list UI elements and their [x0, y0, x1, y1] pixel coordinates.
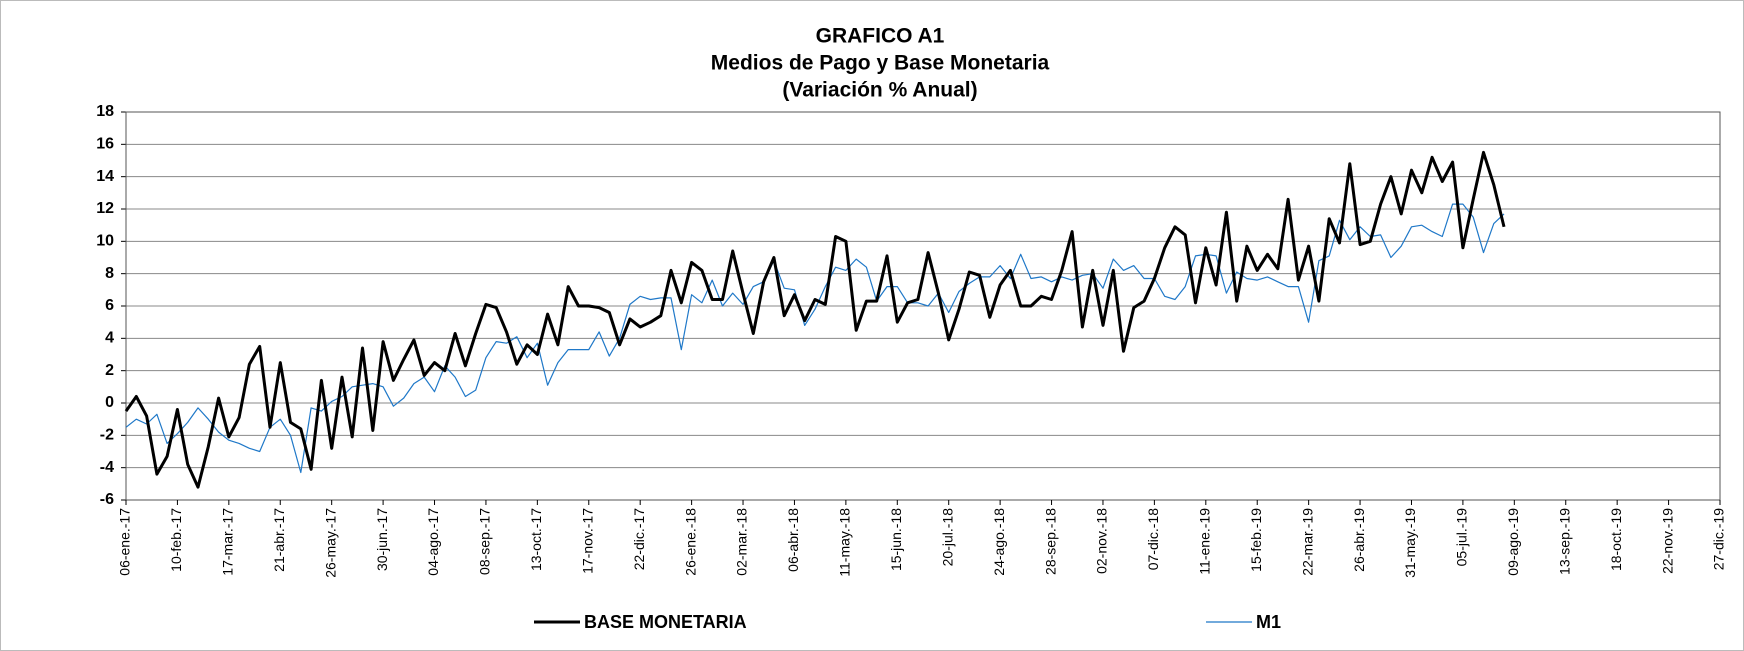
line-series: [124, 150, 1506, 489]
x-tick-label: 07-dic.-18: [1145, 508, 1161, 570]
y-tick-label: 18: [96, 103, 114, 120]
x-tick-label: 18-oct.-19: [1608, 508, 1624, 571]
chart-subtitle: Medios de Pago y Base Monetaria: [711, 52, 1050, 75]
y-tick-label: 0: [105, 394, 114, 411]
x-tick-label: 02-nov.-18: [1094, 508, 1110, 574]
legend-label: M1: [1256, 612, 1281, 632]
x-tick-label: 22-nov.-19: [1659, 508, 1675, 574]
y-tick-label: 6: [105, 297, 114, 314]
x-tick-label: 24-ago.-18: [991, 508, 1007, 576]
x-tick-label: 22-dic.-17: [631, 508, 647, 570]
x-tick-label: 28-sep.-18: [1042, 508, 1058, 575]
x-tick-label: 27-dic.-19: [1711, 508, 1727, 570]
x-tick-label: 06-ene.-17: [117, 508, 133, 576]
x-tick-label: 04-ago.-17: [425, 508, 441, 576]
x-tick-label: 20-jul.-18: [939, 508, 955, 567]
x-tick-label: 09-ago.-19: [1505, 508, 1521, 576]
x-tick-label: 26-ene.-18: [682, 508, 698, 576]
x-tick-label: 22-mar.-19: [1299, 508, 1315, 576]
x-tick-label: 06-abr.-18: [785, 508, 801, 572]
line-series: [125, 203, 1505, 474]
x-tick-label: 21-abr.-17: [271, 508, 287, 572]
x-tick-label: 15-feb.-19: [1248, 508, 1264, 572]
y-tick-label: -4: [100, 459, 114, 476]
x-tick-label: 05-jul.-19: [1454, 508, 1470, 567]
y-tick-label: 4: [105, 330, 114, 347]
y-tick-label: 14: [96, 168, 114, 185]
x-tick-label: 30-jun.-17: [374, 508, 390, 571]
legend-label: BASE MONETARIA: [584, 612, 747, 632]
x-tick-label: 13-sep.-19: [1556, 508, 1572, 575]
x-tick-label: 17-nov.-17: [579, 508, 595, 574]
x-tick-label: 08-sep.-17: [477, 508, 493, 575]
chart-subtitle: (Variación % Anual): [782, 79, 977, 102]
y-tick-label: -6: [100, 491, 114, 508]
y-tick-label: 12: [96, 200, 114, 217]
x-tick-label: 26-abr.-19: [1351, 508, 1367, 572]
y-tick-label: 2: [105, 362, 114, 379]
x-tick-label: 31-may.-19: [1402, 508, 1418, 578]
chart-title: GRAFICO A1: [816, 25, 945, 48]
x-tick-label: 11-may.-18: [837, 508, 853, 577]
plot-frame: [125, 111, 1721, 501]
x-tick-label: 11-ene.-19: [1197, 508, 1213, 575]
x-tick-label: 02-mar.-18: [734, 508, 750, 576]
x-tick-label: 15-jun.-18: [888, 508, 904, 571]
y-tick-label: 8: [105, 265, 114, 282]
x-tick-label: 10-feb.-17: [168, 508, 184, 572]
x-tick-label: 26-may.-17: [322, 508, 338, 578]
x-tick-label: 13-oct.-17: [528, 508, 544, 571]
y-tick-label: -2: [100, 427, 114, 444]
y-tick-label: 10: [96, 233, 114, 250]
x-tick-label: 17-mar.-17: [220, 508, 236, 576]
y-tick-label: 16: [96, 136, 114, 153]
